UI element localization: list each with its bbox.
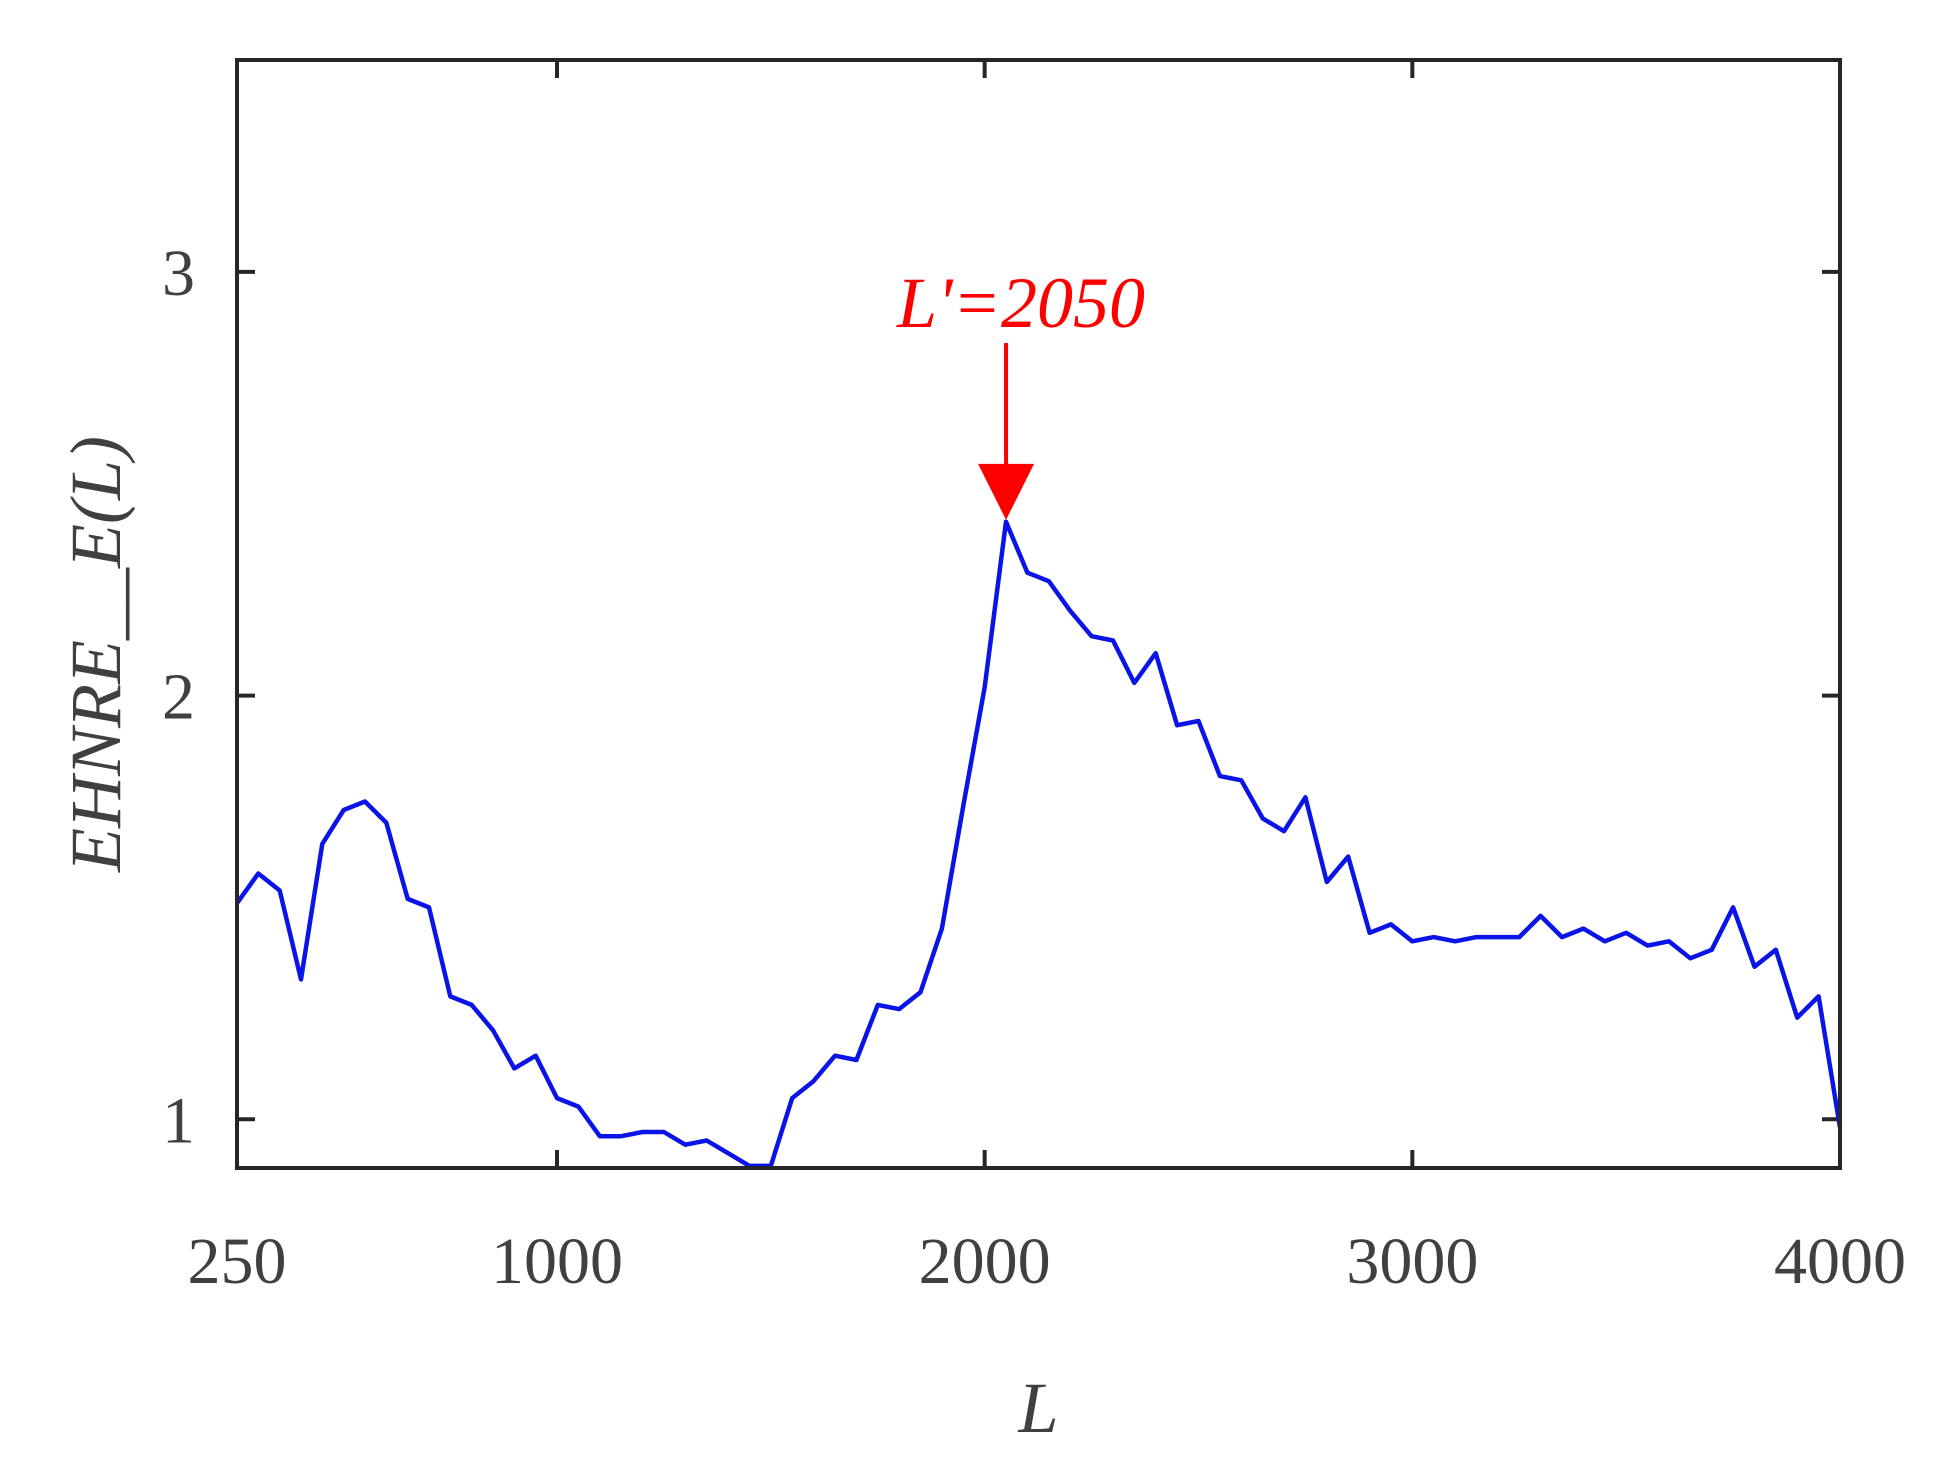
- annotation-label: L'=2050: [896, 263, 1145, 343]
- y-tick-label-1: 1: [162, 1084, 195, 1157]
- tick-labels: 250 1000 2000 3000 4000 1 2 3: [162, 237, 1906, 1298]
- annotation-arrow-head: [978, 463, 1035, 520]
- plot-frame: [235, 58, 1842, 1170]
- y-tick-label-3: 3: [162, 237, 195, 310]
- x-tick-label-1000: 1000: [491, 1225, 623, 1298]
- series-line: [235, 519, 1843, 1169]
- x-tick-label-3000: 3000: [1346, 1225, 1478, 1298]
- x-axis-label: L: [1017, 1368, 1058, 1448]
- x-tick-label-4000: 4000: [1774, 1225, 1906, 1298]
- annotation: L'=2050: [896, 263, 1145, 520]
- x-tick-label-250: 250: [188, 1225, 287, 1298]
- x-tick-label-2000: 2000: [919, 1225, 1051, 1298]
- y-tick-label-2: 2: [162, 661, 195, 734]
- y-axis-label: EHNRE__E(L): [56, 436, 136, 873]
